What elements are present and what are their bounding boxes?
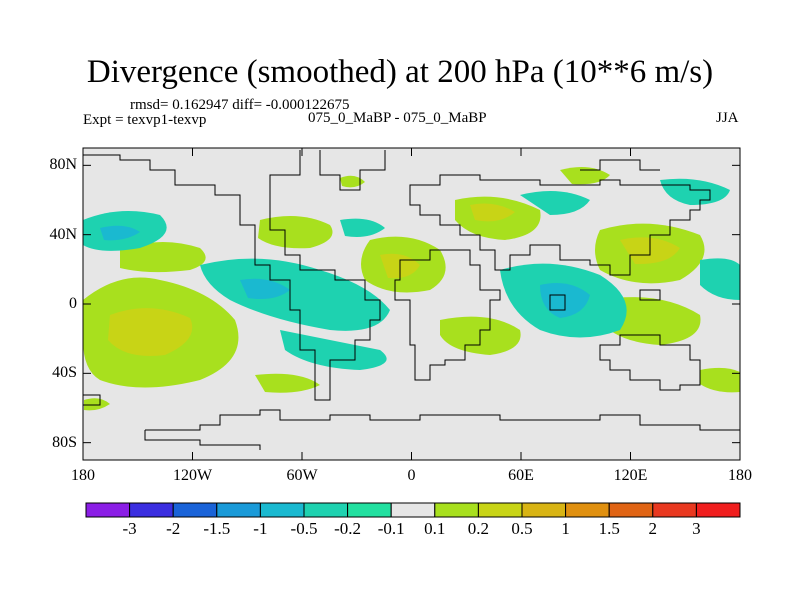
colorbar-swatch (608, 502, 654, 518)
x-tick-label: 0 (407, 467, 416, 484)
colorbar-label: 0.5 (511, 519, 533, 538)
colorbar-label: -0.2 (334, 519, 362, 538)
colorbar-swatch (390, 502, 436, 518)
divergence-band-blue (100, 225, 590, 318)
colorbar-label: -0.5 (290, 519, 318, 538)
x-tick-label: 60E (508, 467, 534, 484)
colorbar-swatch (434, 502, 479, 518)
axis-ticks (82, 148, 741, 460)
colorbar-swatch (259, 502, 305, 518)
x-tick-label: 180 (71, 467, 95, 484)
colorbar-label: -3 (122, 519, 137, 538)
y-tick-label: 80S (52, 433, 77, 451)
colorbar-label: -0.1 (377, 519, 405, 538)
colorbar-label: -2 (166, 519, 181, 538)
x-tick-label: 120E (613, 467, 648, 484)
y-tick-label: 40N (49, 225, 77, 243)
colorbar-label: 1 (561, 519, 570, 538)
colorbar-label: 1.5 (598, 519, 620, 538)
colorbar-swatch (303, 502, 349, 518)
y-tick-label: 0 (69, 295, 77, 312)
case-label: 075_0_MaBP - 075_0_MaBP (308, 110, 487, 126)
coastlines (83, 150, 740, 450)
season-label: JJA (716, 110, 739, 126)
colorbar-label: 0.2 (467, 519, 490, 538)
x-tick-label: 120W (172, 467, 213, 484)
plot-title: Divergence (smoothed) at 200 hPa (10**6 … (86, 54, 714, 90)
experiment-label: Expt = texvp1-texvp (83, 112, 207, 128)
x-tick-label: 180 (728, 467, 752, 484)
colorbar-swatch (347, 502, 392, 518)
colorbar-swatch (477, 502, 523, 518)
colorbar-swatch (521, 502, 567, 518)
x-tick-label: 60W (286, 467, 318, 484)
stats-text: rmsd= 0.162947 diff= -0.000122675 (130, 97, 350, 113)
colorbar-swatch (129, 502, 174, 518)
y-tick-label: 80N (49, 156, 77, 174)
colorbar-swatch (565, 502, 610, 518)
colorbar-swatch (695, 502, 741, 518)
colorbar-label: -1.5 (203, 519, 231, 538)
colorbar-label: 0.1 (424, 519, 446, 538)
colorbar-label: 3 (692, 519, 701, 538)
colorbar-swatch (652, 502, 697, 518)
y-tick-label: 40S (52, 364, 77, 382)
colorbar-label: 2 (648, 519, 658, 538)
colorbar (85, 502, 741, 518)
colorbar-swatch (216, 502, 261, 518)
colorbar-swatch (172, 502, 218, 518)
colorbar-swatch (85, 502, 131, 518)
colorbar-label: -1 (253, 519, 268, 538)
